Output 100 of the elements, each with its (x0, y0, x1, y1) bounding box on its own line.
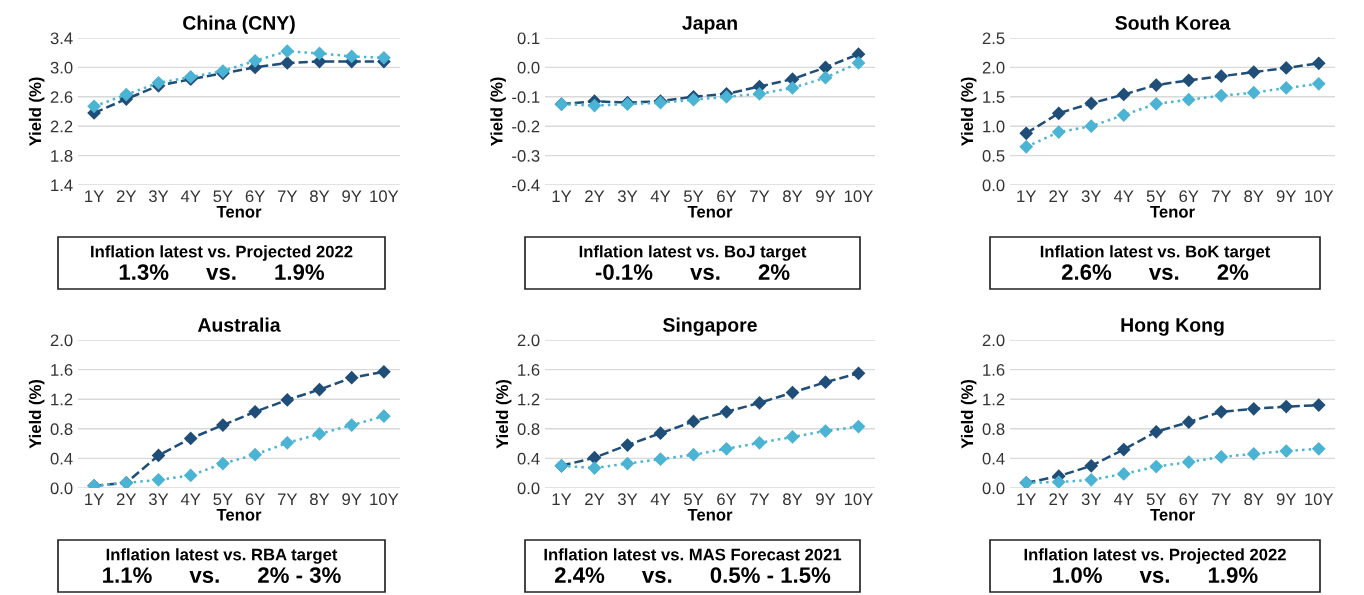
x-tick-label: 10Y (844, 493, 873, 506)
chart-title: China (CNY) (183, 15, 295, 34)
x-tick-label: 1Y (1017, 190, 1037, 202)
x-tick-label: 9Y (342, 190, 362, 203)
x-tick-label: 9Y (1276, 493, 1297, 506)
x-tick-label: 9Y (342, 493, 362, 506)
x-tick-label: 4Y (650, 190, 671, 202)
y-tick-label: 2.0 (982, 61, 1005, 74)
x-tick-label: 5Y (683, 493, 704, 506)
chart-title: Japan (682, 16, 737, 34)
chart-title: Hong Kong (1121, 318, 1224, 336)
y-tick-label: 2.0 (50, 334, 73, 347)
x-tick-label: 4Y (1113, 190, 1134, 202)
y-tick-label: 0.8 (50, 423, 73, 435)
text: 1.0% vs. 1.9% (1053, 567, 1258, 583)
x-axis-title: Tenor (216, 206, 262, 218)
y-tick-label: 0.4 (517, 452, 540, 465)
x-tick-label: 5Y (213, 190, 233, 203)
text: 2.6% vs. 2% (1061, 264, 1249, 280)
x-tick-label: 2Y (585, 493, 605, 505)
y-tick-label: 1.8 (51, 150, 73, 162)
x-tick-label: 5Y (213, 493, 233, 506)
y-axis-title: Yield (%) (28, 77, 45, 147)
y-tick-label: 1.6 (983, 364, 1005, 376)
y-tick-label: 2.2 (50, 120, 73, 133)
x-tick-label: 1Y (552, 190, 572, 202)
x-tick-label: 5Y (683, 190, 704, 203)
y-tick-label: 3.4 (50, 32, 73, 45)
text: Inflation latest vs. BoK target (1040, 245, 1271, 261)
y-tick-label: -0.2 (512, 120, 540, 133)
text: -0.1% vs. 2% (595, 264, 790, 280)
x-tick-label: 7Y (750, 190, 770, 202)
y-tick-label: 0.0 (50, 482, 73, 495)
y-tick-label: 0.8 (982, 423, 1005, 435)
x-tick-label: 8Y (1244, 190, 1264, 203)
x-tick-label: 10Y (1305, 190, 1334, 203)
y-tick-label: 0.0 (982, 179, 1005, 192)
x-tick-label: 7Y (277, 493, 298, 505)
text: Inflation latest vs. BoJ target (579, 245, 807, 261)
x-tick-label: 4Y (650, 493, 671, 505)
x-tick-label: 6Y (1179, 493, 1199, 506)
x-tick-label: 6Y (717, 493, 737, 506)
y-tick-label: 1.5 (983, 91, 1005, 103)
x-tick-label: 10Y (370, 190, 399, 203)
y-tick-label: 1.2 (983, 393, 1005, 406)
x-tick-label: 1Y (1017, 493, 1037, 505)
y-tick-label: 2.6 (50, 91, 73, 103)
text: 2.4% vs. 0.5% - 1.5% (554, 567, 831, 583)
y-tick-label: 0.4 (50, 452, 73, 465)
x-tick-label: 9Y (816, 190, 836, 203)
x-tick-label: 8Y (310, 493, 330, 506)
y-axis-title: Yield (%) (495, 379, 512, 449)
x-tick-label: 1Y (85, 190, 104, 202)
x-tick-label: 6Y (1179, 190, 1199, 203)
x-tick-label: 10Y (1305, 493, 1334, 506)
y-tick-label: 2.5 (982, 32, 1005, 45)
y-tick-label: 0.5 (982, 150, 1005, 162)
text: Inflation latest vs. Projected 2022 (1024, 548, 1286, 564)
text: Inflation latest vs. RBA target (106, 548, 338, 564)
y-axis-title: Yield (%) (28, 379, 45, 449)
x-tick-label: 6Y (717, 190, 737, 203)
x-tick-label: 3Y (1081, 493, 1102, 506)
y-tick-label: 0.0 (517, 482, 540, 495)
y-tick-label: 0.1 (517, 32, 540, 45)
y-tick-label: 0.8 (517, 423, 540, 435)
text: 1.3% vs. 1.9% (119, 264, 325, 280)
x-tick-label: 8Y (1244, 493, 1264, 506)
x-tick-label: 1Y (552, 493, 572, 505)
x-tick-label: 7Y (750, 493, 770, 505)
x-tick-label: 3Y (1081, 190, 1102, 203)
y-tick-label: -0.1 (512, 91, 540, 103)
x-tick-label: 8Y (310, 190, 330, 203)
x-tick-label: 6Y (245, 493, 265, 506)
x-tick-label: 3Y (617, 190, 638, 203)
y-tick-label: -0.3 (512, 150, 540, 162)
y-tick-label: 1.6 (51, 364, 73, 376)
x-tick-label: 2Y (1049, 190, 1069, 202)
y-axis-title: Yield (%) (960, 379, 977, 449)
y-tick-label: 1.6 (518, 364, 540, 376)
x-tick-label: 2Y (1049, 493, 1069, 505)
y-tick-label: 1.0 (983, 120, 1005, 133)
x-axis-title: Tenor (687, 509, 733, 521)
x-tick-label: 4Y (1113, 493, 1134, 505)
chart-title: Singapore (663, 317, 757, 336)
y-axis-title: Yield (%) (960, 77, 977, 147)
x-tick-label: 5Y (1146, 493, 1167, 506)
x-tick-label: 10Y (844, 190, 873, 203)
x-tick-label: 8Y (783, 493, 803, 506)
x-tick-label: 3Y (148, 493, 169, 506)
y-tick-label: 1.2 (518, 393, 540, 406)
y-tick-label: 2.0 (982, 334, 1005, 347)
x-axis-title: Tenor (687, 206, 733, 218)
y-tick-label: 2.0 (517, 334, 540, 347)
x-tick-label: 2Y (116, 493, 137, 505)
x-axis-title: Tenor (1150, 206, 1195, 218)
x-axis-title: Tenor (216, 509, 262, 521)
x-axis-title: Tenor (1150, 509, 1195, 521)
x-tick-label: 3Y (148, 190, 169, 203)
x-tick-label: 3Y (617, 493, 638, 506)
chart-title: Australia (197, 317, 281, 332)
